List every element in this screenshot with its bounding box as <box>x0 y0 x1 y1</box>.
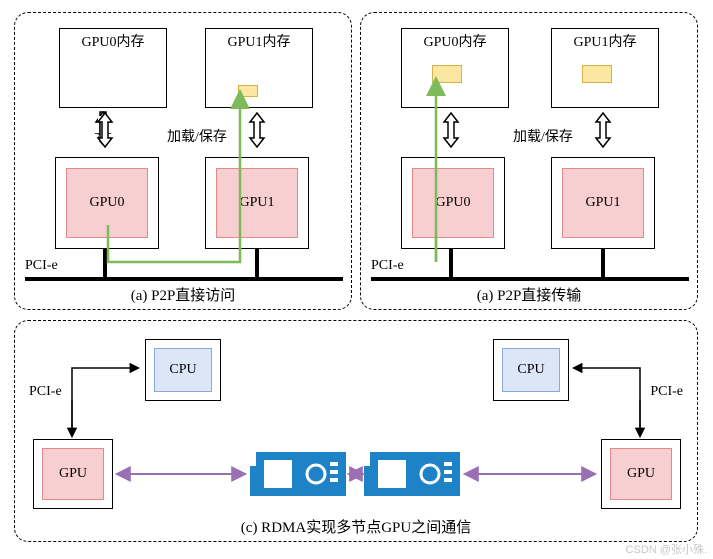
caption-a: (a) P2P直接访问 <box>131 284 236 305</box>
memb1-label: GPU1内存 <box>573 31 636 51</box>
gpub1-inner: GPU1 <box>562 168 644 238</box>
gpu-l-box: GPU <box>33 439 113 509</box>
cpu-r-box: CPU <box>493 339 569 401</box>
gpu0-inner: GPU0 <box>66 168 148 238</box>
memb0-chip <box>432 65 462 83</box>
pcie-stub-b1 <box>601 249 605 277</box>
gpu-r-inner: GPU <box>610 448 672 500</box>
gpu-l-label: GPU <box>59 466 87 482</box>
gpub1-box: GPU1 <box>551 157 655 249</box>
caption-b: (a) P2P直接传输 <box>477 284 582 305</box>
gpu0-box: GPU0 <box>55 157 159 249</box>
gpu0-label: GPU0 <box>89 195 124 211</box>
pcie-bus-a <box>25 277 343 281</box>
panel-c: CPU CPU GPU GPU PCI-e PCI-e (c) RDMA实现多节… <box>14 320 698 542</box>
mem1-chip <box>238 85 258 97</box>
gpub1-label: GPU1 <box>585 195 620 211</box>
gpu1-box: GPU1 <box>205 157 309 249</box>
gpu-l-inner: GPU <box>42 448 104 500</box>
gpu1-label: GPU1 <box>239 195 274 211</box>
loadsave-a: 加载/保存 <box>167 126 227 146</box>
cpu-r-label: CPU <box>517 362 544 378</box>
mem1-box: GPU1内存 <box>205 28 313 108</box>
caption-c: (c) RDMA实现多节点GPU之间通信 <box>241 516 471 537</box>
cpu-r-inner: CPU <box>502 348 560 392</box>
pcie-stub-a0 <box>103 249 107 277</box>
pcie-stub-a1 <box>255 249 259 277</box>
memb1-chip <box>582 65 612 83</box>
gpub0-inner: GPU0 <box>412 168 494 238</box>
gpub0-label: GPU0 <box>435 195 470 211</box>
panel-a: GPU0内存 GPU1内存 GPU0 GPU1 加载/保存 PCI-e (a) … <box>14 12 352 310</box>
gpu1-inner: GPU1 <box>216 168 298 238</box>
cpu-l-label: CPU <box>169 362 196 378</box>
pcie-stub-b0 <box>449 249 453 277</box>
gpub0-box: GPU0 <box>401 157 505 249</box>
pcie-a: PCI-e <box>25 258 58 274</box>
mem0-box: GPU0内存 <box>59 28 167 108</box>
mem0-label: GPU0内存 <box>81 31 144 51</box>
pcie-bus-b <box>371 277 689 281</box>
memb0-box: GPU0内存 <box>401 28 509 108</box>
loadsave-b: 加载/保存 <box>513 126 573 146</box>
mem1-label: GPU1内存 <box>227 31 290 51</box>
cpu-l-box: CPU <box>145 339 221 401</box>
diagram-root: GPU0内存 GPU1内存 GPU0 GPU1 加载/保存 PCI-e (a) … <box>0 0 713 559</box>
pcie-c-r: PCI-e <box>650 384 683 400</box>
pcie-b: PCI-e <box>371 258 404 274</box>
panel-b: GPU0内存 GPU1内存 GPU0 GPU1 加载/保存 PCI-e (a) … <box>360 12 698 310</box>
pcie-c-l: PCI-e <box>29 384 62 400</box>
gpu-r-label: GPU <box>627 466 655 482</box>
memb0-label: GPU0内存 <box>423 31 486 51</box>
memb1-box: GPU1内存 <box>551 28 659 108</box>
cpu-l-inner: CPU <box>154 348 212 392</box>
gpu-r-box: GPU <box>601 439 681 509</box>
watermark: CSDN @张小殊. <box>626 541 707 557</box>
